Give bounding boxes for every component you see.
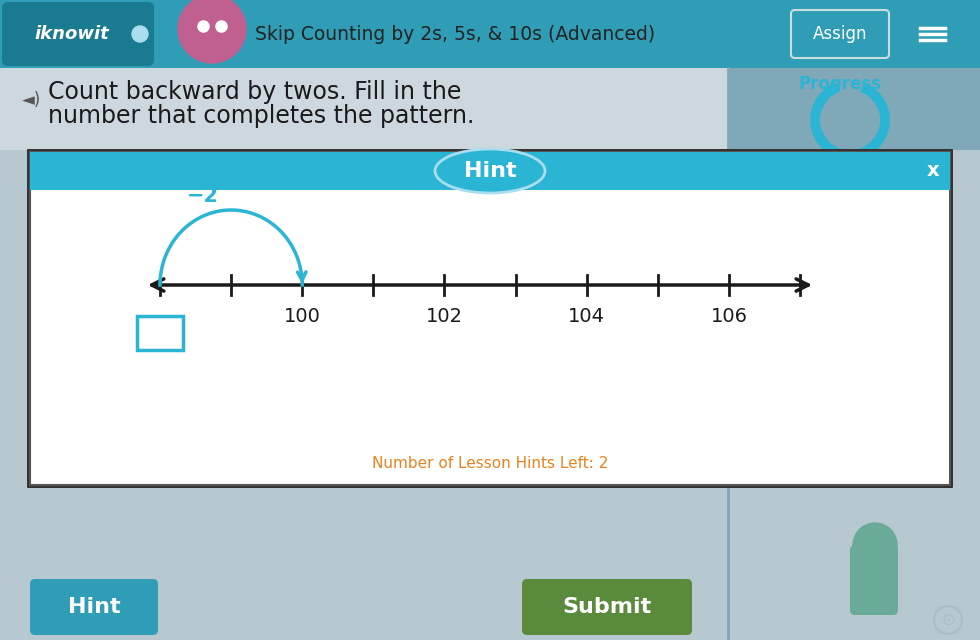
FancyBboxPatch shape xyxy=(0,68,728,150)
Text: 100: 100 xyxy=(284,307,320,326)
FancyBboxPatch shape xyxy=(3,3,153,65)
FancyBboxPatch shape xyxy=(791,10,889,58)
Text: ◄): ◄) xyxy=(22,91,41,109)
Text: Hint: Hint xyxy=(68,597,121,617)
Text: Number of Lesson Hints Left: 2: Number of Lesson Hints Left: 2 xyxy=(371,456,609,470)
Text: iknowit: iknowit xyxy=(34,25,110,43)
Text: ⊙: ⊙ xyxy=(941,611,955,629)
Text: Progress: Progress xyxy=(799,75,882,93)
Text: 102: 102 xyxy=(426,307,463,326)
FancyBboxPatch shape xyxy=(30,152,950,190)
Text: −2: −2 xyxy=(186,186,219,206)
Text: number that completes the pattern.: number that completes the pattern. xyxy=(48,104,474,128)
FancyBboxPatch shape xyxy=(30,152,950,485)
FancyBboxPatch shape xyxy=(27,149,953,488)
FancyBboxPatch shape xyxy=(137,316,183,350)
Text: Count backward by twos. Fill in the: Count backward by twos. Fill in the xyxy=(48,80,462,104)
FancyBboxPatch shape xyxy=(850,545,898,615)
Circle shape xyxy=(132,26,148,42)
FancyBboxPatch shape xyxy=(30,579,158,635)
Circle shape xyxy=(853,523,897,567)
Text: x: x xyxy=(927,161,939,180)
FancyBboxPatch shape xyxy=(0,0,980,68)
Text: Skip Counting by 2s, 5s, & 10s (Advanced): Skip Counting by 2s, 5s, & 10s (Advanced… xyxy=(255,24,655,44)
Text: Submit: Submit xyxy=(563,597,652,617)
FancyBboxPatch shape xyxy=(0,68,980,640)
Ellipse shape xyxy=(435,149,545,193)
FancyBboxPatch shape xyxy=(522,579,692,635)
Text: Hint: Hint xyxy=(464,161,516,181)
Text: 106: 106 xyxy=(710,307,748,326)
FancyBboxPatch shape xyxy=(730,68,980,150)
Circle shape xyxy=(178,0,246,63)
Text: Assign: Assign xyxy=(812,25,867,43)
Text: 104: 104 xyxy=(568,307,606,326)
